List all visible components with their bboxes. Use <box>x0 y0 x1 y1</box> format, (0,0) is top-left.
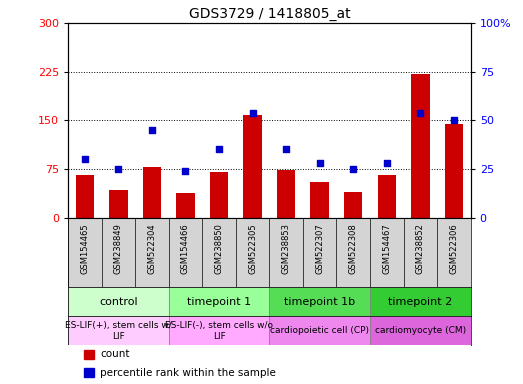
Text: GSM238850: GSM238850 <box>214 223 223 274</box>
Text: GSM522307: GSM522307 <box>315 223 324 274</box>
Bar <box>75 175 94 218</box>
Text: GSM522304: GSM522304 <box>147 223 156 274</box>
Bar <box>277 170 295 218</box>
Bar <box>68 316 168 346</box>
Text: cardiomyocyte (CM): cardiomyocyte (CM) <box>375 326 466 335</box>
Point <box>315 160 324 166</box>
Point <box>450 117 458 123</box>
Point <box>215 146 223 152</box>
Bar <box>370 316 471 346</box>
Text: GSM154465: GSM154465 <box>80 223 89 274</box>
Bar <box>168 287 269 316</box>
Point <box>147 127 156 133</box>
Bar <box>168 316 269 346</box>
Text: timepoint 1: timepoint 1 <box>187 297 251 307</box>
Bar <box>109 190 128 218</box>
Point <box>349 166 357 172</box>
Text: control: control <box>99 297 138 307</box>
Text: timepoint 1b: timepoint 1b <box>284 297 355 307</box>
Text: cardiopoietic cell (CP): cardiopoietic cell (CP) <box>270 326 369 335</box>
Text: GSM522305: GSM522305 <box>248 223 257 274</box>
Text: GSM238849: GSM238849 <box>114 223 123 274</box>
Bar <box>176 193 195 218</box>
Text: ES-LIF(+), stem cells w/
LIF: ES-LIF(+), stem cells w/ LIF <box>65 321 172 341</box>
Point <box>416 109 425 116</box>
Point <box>248 109 257 116</box>
Bar <box>344 192 362 218</box>
Text: GSM154467: GSM154467 <box>382 223 391 274</box>
Bar <box>84 349 94 359</box>
Text: percentile rank within the sample: percentile rank within the sample <box>100 367 276 377</box>
Text: GSM238852: GSM238852 <box>416 223 425 274</box>
Text: count: count <box>100 349 130 359</box>
Bar <box>143 167 161 218</box>
Text: GSM154466: GSM154466 <box>181 223 190 274</box>
Bar <box>84 367 94 377</box>
Bar <box>411 74 429 218</box>
Bar <box>269 316 370 346</box>
Bar <box>68 287 168 316</box>
Text: ES-LIF(-), stem cells w/o
LIF: ES-LIF(-), stem cells w/o LIF <box>165 321 273 341</box>
Point <box>383 160 391 166</box>
Bar <box>370 287 471 316</box>
Bar <box>311 182 329 218</box>
Text: GSM522306: GSM522306 <box>449 223 459 274</box>
Point <box>181 168 190 174</box>
Title: GDS3729 / 1418805_at: GDS3729 / 1418805_at <box>188 7 350 21</box>
Bar <box>243 115 262 218</box>
Bar <box>445 124 463 218</box>
Bar <box>378 175 396 218</box>
Point <box>114 166 122 172</box>
Text: GSM522308: GSM522308 <box>349 223 358 274</box>
Bar <box>269 287 370 316</box>
Point <box>282 146 290 152</box>
Text: timepoint 2: timepoint 2 <box>388 297 452 307</box>
Text: GSM238853: GSM238853 <box>281 223 291 274</box>
Bar <box>210 172 228 218</box>
Point <box>81 156 89 162</box>
